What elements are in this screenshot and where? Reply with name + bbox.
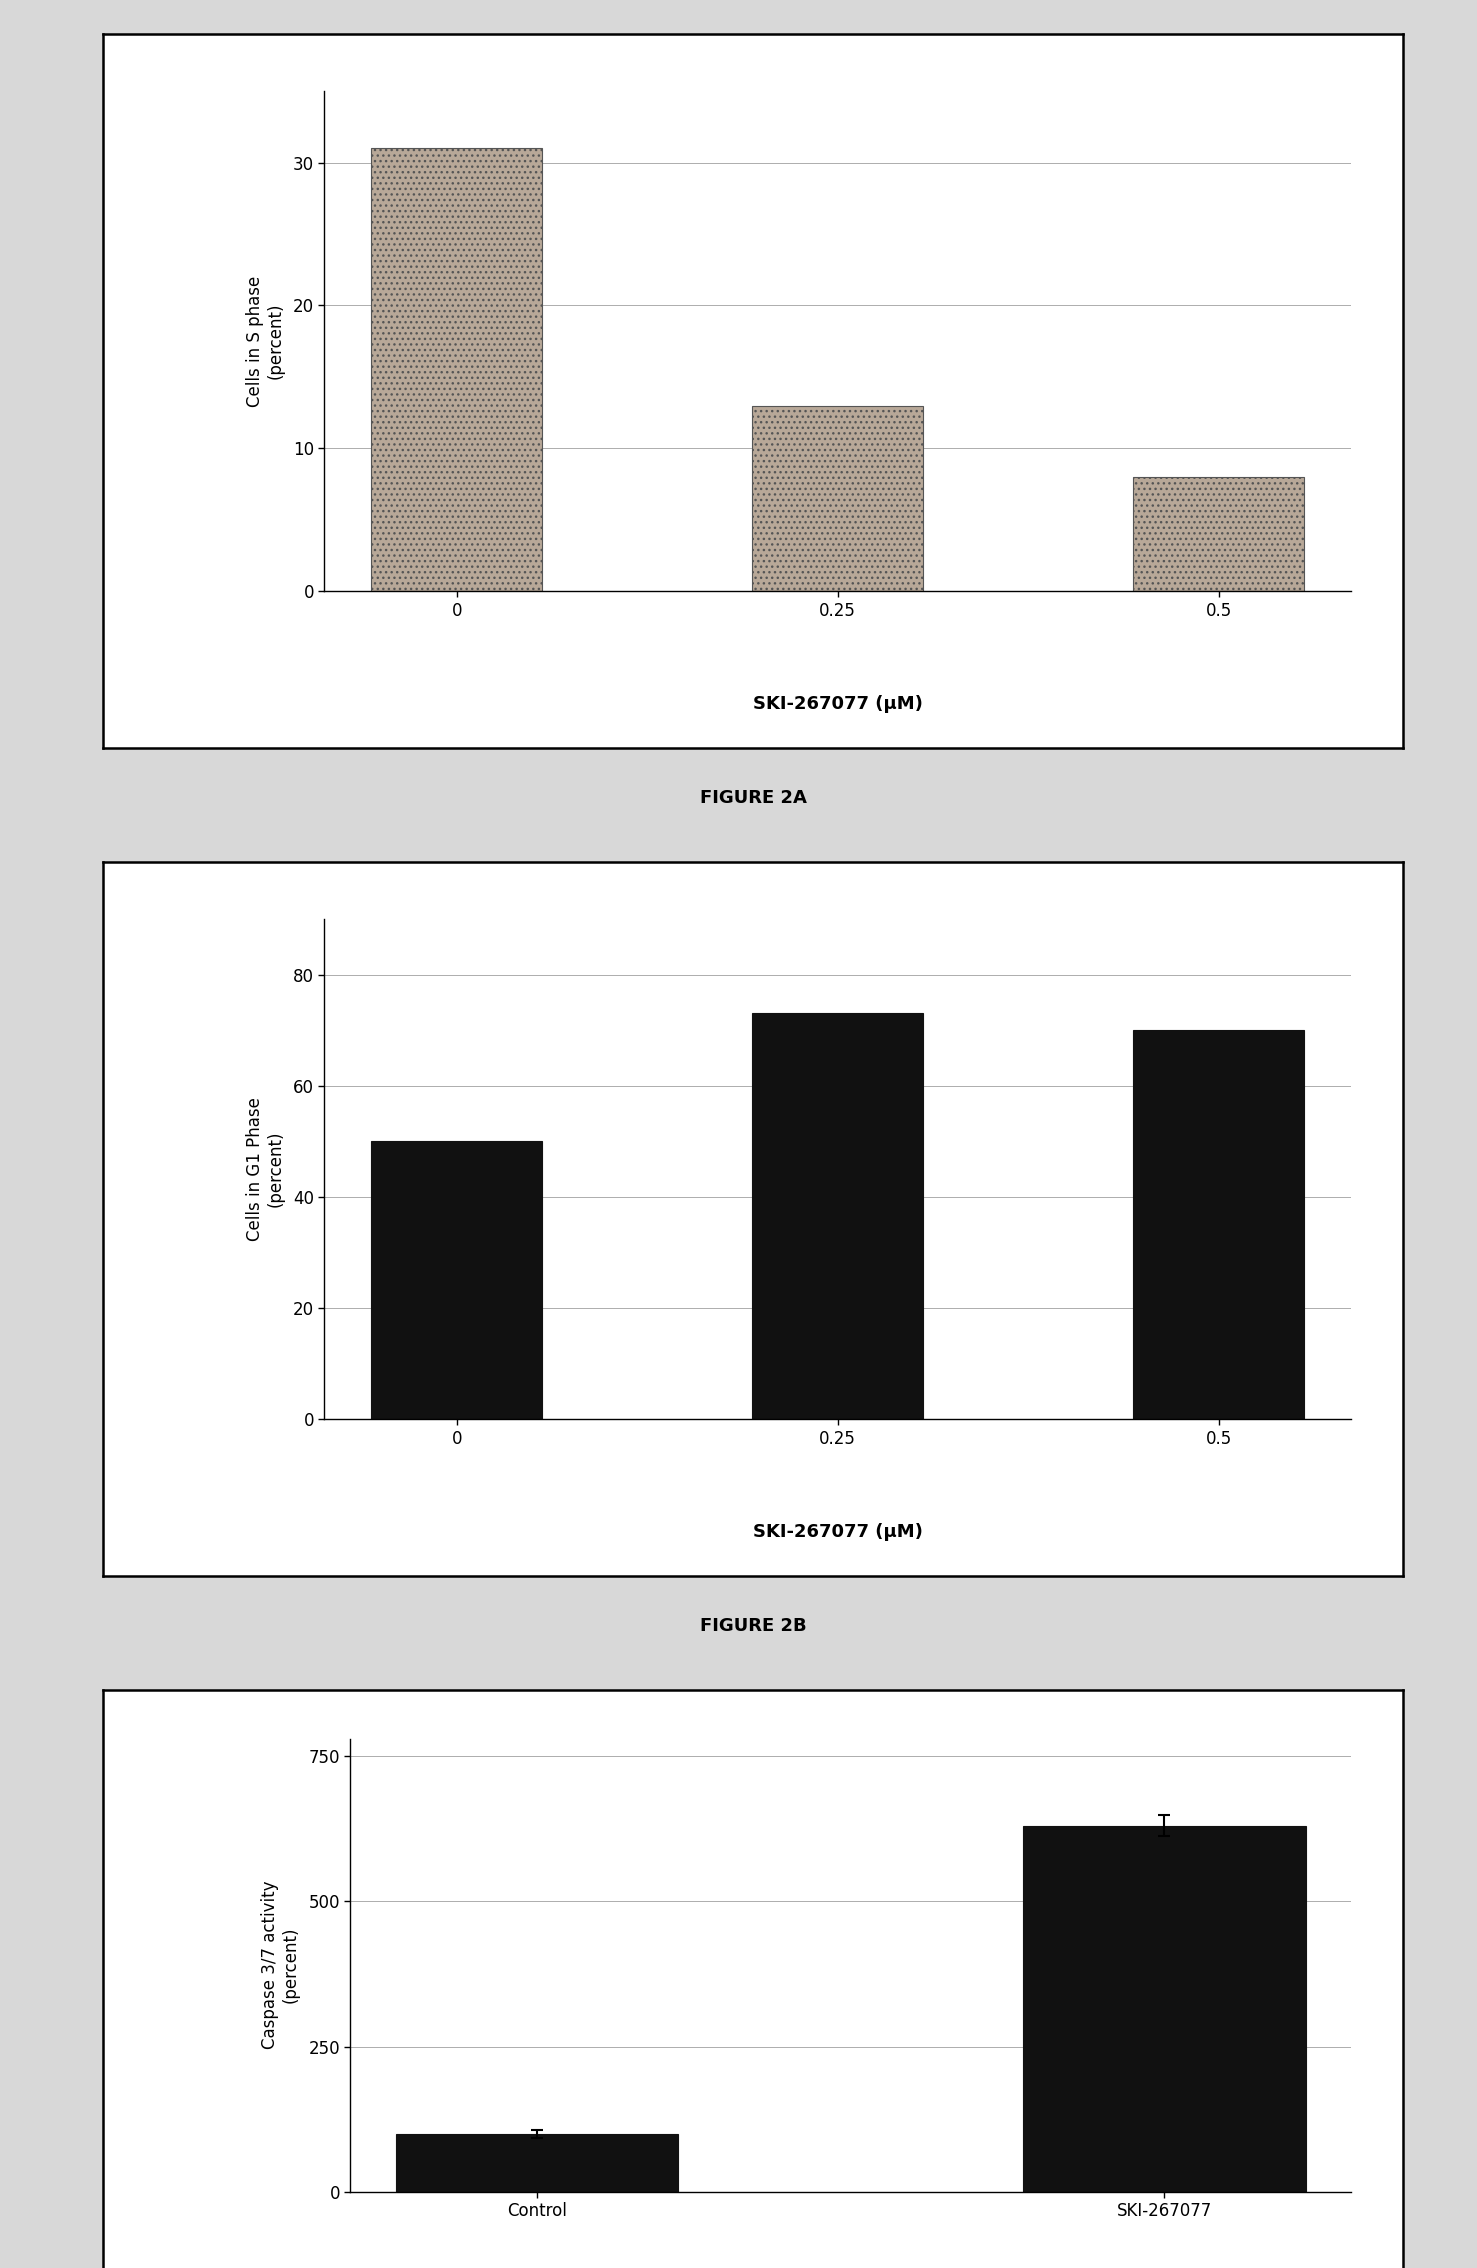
Text: FIGURE 2B: FIGURE 2B — [700, 1617, 806, 1635]
Text: SKI-267077 (μM): SKI-267077 (μM) — [753, 696, 923, 714]
Bar — [371, 147, 542, 592]
Bar — [752, 1014, 923, 1420]
Y-axis label: Cells in S phase
(percent): Cells in S phase (percent) — [245, 277, 285, 406]
Bar — [396, 2134, 678, 2191]
Text: SKI-267077 (μM): SKI-267077 (μM) — [753, 1524, 923, 1542]
Bar — [1133, 1030, 1304, 1420]
Bar — [1024, 1826, 1306, 2191]
Bar — [752, 406, 923, 592]
Bar — [371, 1141, 542, 1420]
Y-axis label: Caspase 3/7 activity
(percent): Caspase 3/7 activity (percent) — [261, 1880, 300, 2050]
Y-axis label: Cells in G1 Phase
(percent): Cells in G1 Phase (percent) — [245, 1098, 285, 1241]
Bar — [1133, 476, 1304, 592]
Text: FIGURE 2A: FIGURE 2A — [700, 789, 806, 807]
